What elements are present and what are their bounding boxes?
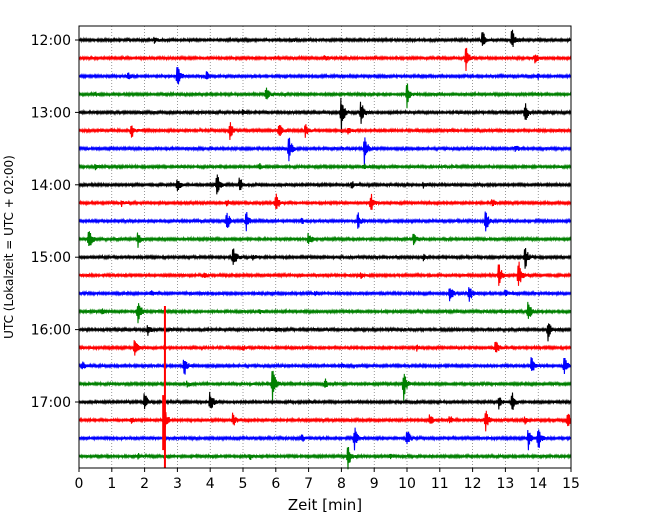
x-tick-label-0: 0 (75, 476, 84, 492)
x-tick-label-12: 12 (464, 476, 482, 492)
x-tick-label-10: 10 (398, 476, 416, 492)
x-tick-label-5: 5 (239, 476, 248, 492)
trace-1500 (78, 247, 572, 269)
trace-1700 (78, 391, 572, 410)
x-tick-label-7: 7 (304, 476, 313, 492)
x-tick-label-15: 15 (562, 476, 580, 492)
trace-1415 (78, 193, 572, 210)
trace-1300 (78, 97, 572, 134)
trace-1330 (78, 137, 572, 167)
x-tick-label-4: 4 (206, 476, 215, 492)
y-tick-label-5: 17:00 (31, 395, 71, 411)
traces (78, 29, 572, 470)
trace-1545 (78, 301, 572, 324)
x-tick-label-2: 2 (140, 476, 149, 492)
trace-1530 (78, 287, 572, 302)
trace-1345 (78, 163, 572, 171)
x-tick-label-6: 6 (271, 476, 280, 492)
x-tick-label-13: 13 (496, 476, 514, 492)
x-tick-label-14: 14 (529, 476, 547, 492)
x-tick-label-9: 9 (370, 476, 379, 492)
x-axis: 0 1 2 3 4 5 6 7 8 9 10 11 12 13 14 15 (75, 468, 580, 492)
y-axis-title: UTC (Lokalzeit = UTC + 02:00) (2, 155, 16, 339)
trace-1715 (78, 410, 572, 433)
y-tick-label-3: 15:00 (31, 250, 71, 266)
trace-1315 (78, 122, 572, 141)
y-tick-label-0: 12:00 (31, 33, 71, 49)
trace-1600 (78, 323, 572, 342)
x-tick-label-11: 11 (431, 476, 449, 492)
trace-1730 (78, 427, 572, 451)
x-tick-label-3: 3 (173, 476, 182, 492)
trace-1430 (78, 211, 572, 232)
plot-frame (78, 25, 572, 469)
trace-1400 (78, 174, 572, 195)
trace-1230 (78, 67, 572, 85)
x-tick-label-1: 1 (107, 476, 116, 492)
trace-1630 (78, 357, 572, 375)
y-tick-label-4: 16:00 (31, 323, 71, 339)
trace-1215 (78, 47, 572, 72)
trace-1515 (78, 261, 572, 286)
trace-1745 (78, 446, 572, 470)
y-tick-label-2: 14:00 (31, 178, 71, 194)
trace-1615 (78, 340, 572, 356)
trace-1245 (78, 83, 572, 109)
trace-1645 (78, 370, 572, 402)
y-axis: 12:00 13:00 14:00 15:00 16:00 17:00 (31, 33, 79, 411)
x-axis-title: Zeit [min] (288, 496, 362, 514)
x-tick-label-8: 8 (337, 476, 346, 492)
y-tick-label-1: 13:00 (31, 105, 71, 121)
trace-1445 (78, 231, 572, 248)
trace-1200 (78, 29, 572, 48)
